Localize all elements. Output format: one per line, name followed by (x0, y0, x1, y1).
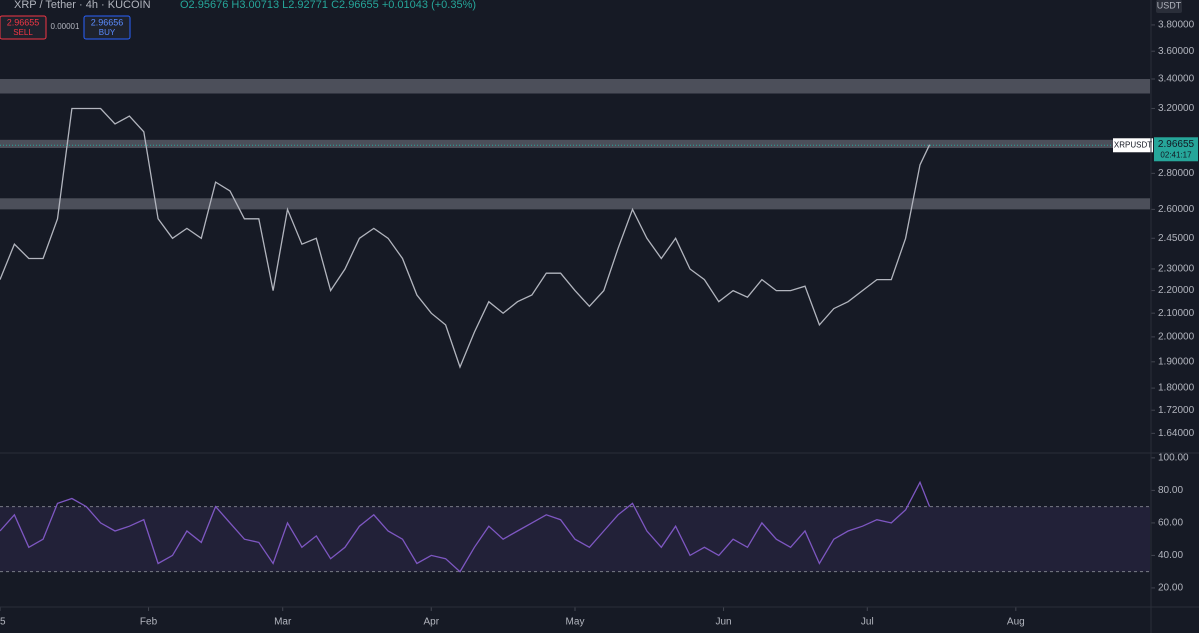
symbol-tag (1113, 138, 1153, 153)
zone (0, 198, 1150, 210)
x-tick-label: Jun (715, 617, 731, 628)
y-tick-label: 2.45000 (1158, 233, 1195, 244)
ohlc: O2.95676 H3.00713 L2.92771 C2.96655 +0.0… (180, 0, 476, 11)
y-tick-label: 3.20000 (1158, 103, 1195, 114)
currency-button[interactable] (1156, 0, 1182, 13)
price-tag-countdown: 02:41:17 (1160, 150, 1192, 159)
buy-button[interactable] (83, 15, 131, 40)
y-tick-label: 2.20000 (1158, 285, 1195, 296)
y-tick-label: 1.64000 (1158, 428, 1195, 439)
y-tick-label: 40.00 (1158, 550, 1183, 561)
y-tick-label: 2.10000 (1158, 308, 1195, 319)
y-tick-label: 2.80000 (1158, 168, 1195, 179)
currency[interactable]: USDT (1157, 0, 1182, 10)
buy-label[interactable]: BUY (99, 28, 116, 37)
y-tick-label: 3.40000 (1158, 74, 1195, 85)
zone (0, 139, 1150, 148)
y-tick-label: 100.00 (1158, 453, 1189, 464)
buy-price[interactable]: 2.96656 (91, 17, 124, 27)
y-tick-label: 80.00 (1158, 485, 1183, 496)
y-tick-label: 2.30000 (1158, 264, 1195, 275)
price-tag (1154, 137, 1198, 162)
series-line (0, 107, 931, 369)
x-tick-label: Mar (274, 617, 292, 628)
y-tick-label: 1.90000 (1158, 356, 1195, 367)
x-tick-label: Feb (140, 617, 158, 628)
y-tick-label: 3.80000 (1158, 20, 1195, 31)
y-tick-label: 1.72000 (1158, 405, 1195, 416)
x-tick-label: Apr (423, 617, 439, 628)
zone (0, 78, 1150, 94)
x-tick-label: 25 (0, 617, 6, 628)
y-tick-label: 2.00000 (1158, 332, 1195, 343)
y-tick-label: 3.60000 (1158, 46, 1195, 57)
symbol: XRP / Tether · 4h · KUCOIN (14, 0, 151, 11)
sell-button[interactable] (0, 15, 47, 40)
symbol-tag-label: XRPUSDT (1114, 140, 1152, 149)
y-tick-label: 2.60000 (1158, 204, 1195, 215)
x-tick-label: Aug (1007, 617, 1025, 628)
x-tick-label: May (566, 617, 585, 628)
x-tick-label: Jul (861, 617, 874, 628)
y-tick-label: 1.80000 (1158, 383, 1195, 394)
y-tick-label: 60.00 (1158, 518, 1183, 529)
sell-price[interactable]: 2.96655 (7, 17, 40, 27)
sell-label[interactable]: SELL (13, 28, 33, 37)
y-tick-label: 20.00 (1158, 583, 1183, 594)
series-line (0, 480, 931, 573)
price-tag-value: 2.96655 (1158, 139, 1195, 150)
spread: 0.00001 (51, 22, 80, 31)
